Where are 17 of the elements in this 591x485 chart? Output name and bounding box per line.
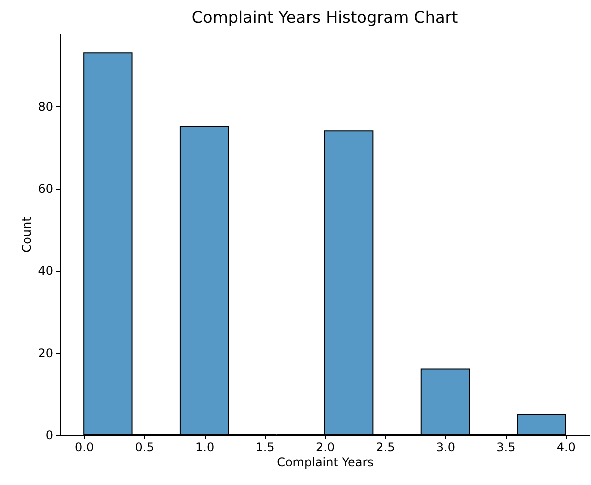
x-tick-label: 3.5 <box>496 440 516 454</box>
y-axis-title: Count <box>20 216 34 253</box>
x-tick-label: 2.5 <box>376 440 396 454</box>
chart-title: Complaint Years Histogram Chart <box>192 8 458 27</box>
x-tick-label: 4.0 <box>556 440 576 454</box>
y-tick-label: 80 <box>38 100 54 114</box>
x-tick-label: 1.5 <box>256 440 275 454</box>
y-tick-label: 0 <box>46 428 54 442</box>
x-axis-title: Complaint Years <box>277 456 374 470</box>
x-tick-label: 3.0 <box>436 440 456 454</box>
y-tick-label: 40 <box>38 264 54 278</box>
y-tick-label: 20 <box>38 346 54 360</box>
x-tick-label: 0.0 <box>75 440 94 454</box>
x-tick-label: 0.5 <box>135 440 154 454</box>
x-tick-label: 1.0 <box>196 440 215 454</box>
y-tick-label: 60 <box>38 182 54 196</box>
x-tick-label: 2.0 <box>316 440 336 454</box>
